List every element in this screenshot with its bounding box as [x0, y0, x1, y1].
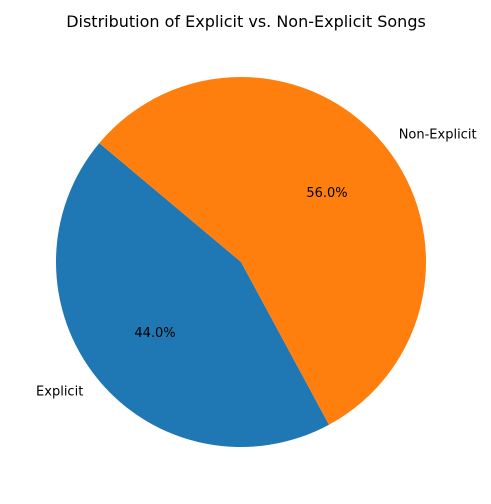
chart-title: Distribution of Explicit vs. Non-Explici…: [66, 12, 426, 31]
slice-percent-non-explicit: 56.0%: [306, 186, 347, 201]
slice-percent-explicit: 44.0%: [134, 326, 175, 341]
slice-label-explicit: Explicit: [36, 385, 83, 400]
pie-labels: Explicit 44.0% Non-Explicit 56.0%: [36, 127, 477, 399]
pie-slice-non-explicit: [99, 76, 426, 425]
pie-slices: [55, 76, 426, 447]
pie-slice-explicit: [55, 143, 329, 447]
slice-label-non-explicit: Non-Explicit: [399, 127, 477, 142]
